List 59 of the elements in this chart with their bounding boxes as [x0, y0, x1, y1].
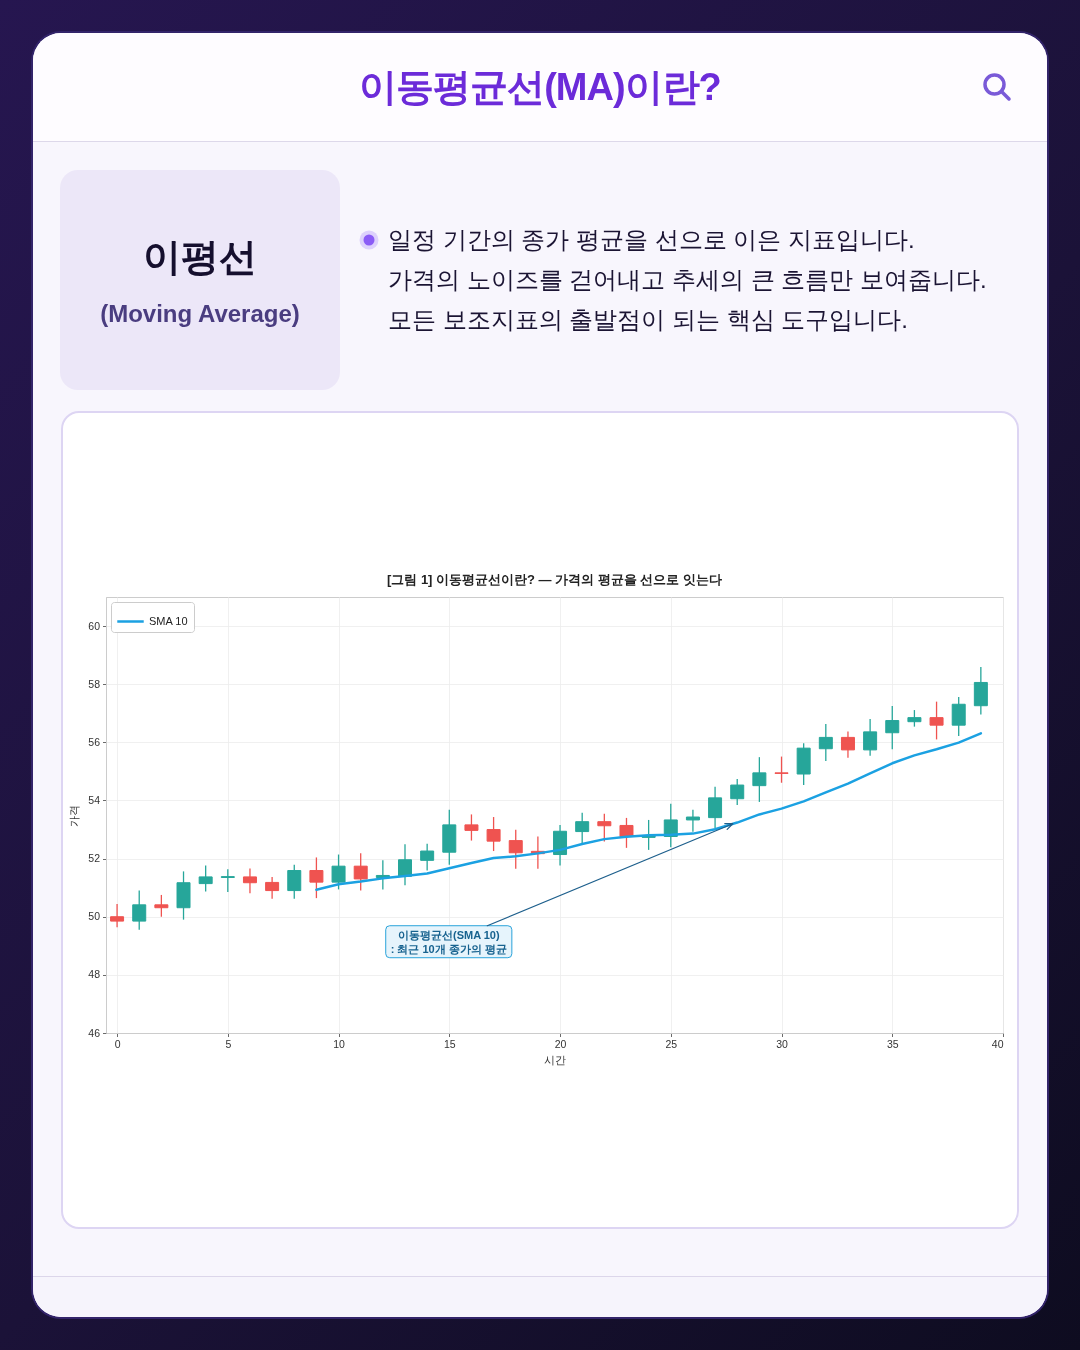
text: 이평선: [142, 235, 258, 280]
candlestick: [818, 723, 833, 762]
legend-label: SMA 10: [149, 614, 188, 627]
candlestick: [863, 718, 878, 757]
chart-title: 이동평균선(MA)이란?: [33, 33, 1047, 141]
x-tick-label: 25: [665, 1038, 678, 1050]
candlestick: [464, 813, 479, 842]
candlestick: [154, 894, 169, 918]
text: 일정 기간의 종가 평균을 선으로 이은 지표입니다.: [388, 225, 916, 255]
y-tick-label: 48: [88, 968, 101, 981]
text: 가격의 노이즈를 걷어내고 추세의 큰 흐름만 보여줍니다.: [388, 265, 988, 295]
x-tick-label: 20: [554, 1038, 567, 1050]
y-tick-label: 50: [88, 910, 101, 923]
candlestick: [597, 813, 612, 843]
x-tick-label: 35: [886, 1038, 899, 1050]
candlestick: [752, 756, 767, 803]
y-tick-label: 56: [88, 735, 101, 748]
candlestick: [110, 903, 125, 928]
candlestick: [420, 843, 435, 872]
text: (Moving Average): [99, 299, 301, 329]
text: 모든 보조지표의 출발점이 되는 핵심 도구입니다.: [388, 305, 909, 335]
candlestick: [309, 856, 324, 899]
y-tick-label: 60: [88, 619, 101, 632]
x-tick-label: 0: [114, 1038, 121, 1050]
candlestick: [242, 867, 257, 894]
x-tick-label: 15: [443, 1038, 456, 1050]
x-axis-title: 시간: [544, 1053, 566, 1066]
candlestick: [331, 853, 346, 891]
candlestick: [708, 786, 723, 830]
x-tick-label: 10: [333, 1038, 346, 1050]
candlestick: [929, 700, 944, 741]
line-series: [315, 732, 983, 891]
candlestick: [951, 696, 966, 737]
y-axis-title: 가격: [68, 804, 81, 827]
y-tick-label: 58: [88, 677, 101, 690]
candlestick: [774, 755, 789, 784]
candlestick: [198, 864, 213, 893]
x-tick-label: 40: [991, 1038, 1004, 1050]
candlestick: [486, 816, 501, 852]
candlestick: [730, 778, 745, 806]
candlestick: [265, 876, 280, 900]
candlestick: [885, 705, 900, 750]
y-tick-label: 52: [88, 852, 101, 865]
x-tick-label: 30: [776, 1038, 789, 1050]
candlestick: [619, 817, 634, 849]
candlestick: [220, 868, 235, 893]
candlestick: [353, 852, 368, 892]
y-tick-label: 54: [88, 793, 101, 806]
candlestick: [287, 864, 302, 900]
y-tick-label: 46: [88, 1026, 101, 1039]
candlestick: [508, 829, 523, 870]
annotation: 이동평균선(SMA 10) : 최근 10개 종가의 평균: [390, 928, 507, 955]
x-tick-label: 5: [225, 1038, 232, 1050]
chart-subtitle: [그림 1] 이동평균선이란? — 가격의 평균을 선으로 잇는다: [386, 572, 723, 587]
candlestick: [840, 730, 855, 759]
candlestick: [132, 889, 147, 931]
candlestick: [973, 666, 988, 716]
candlestick: [575, 812, 590, 845]
candlestick: [685, 809, 700, 833]
